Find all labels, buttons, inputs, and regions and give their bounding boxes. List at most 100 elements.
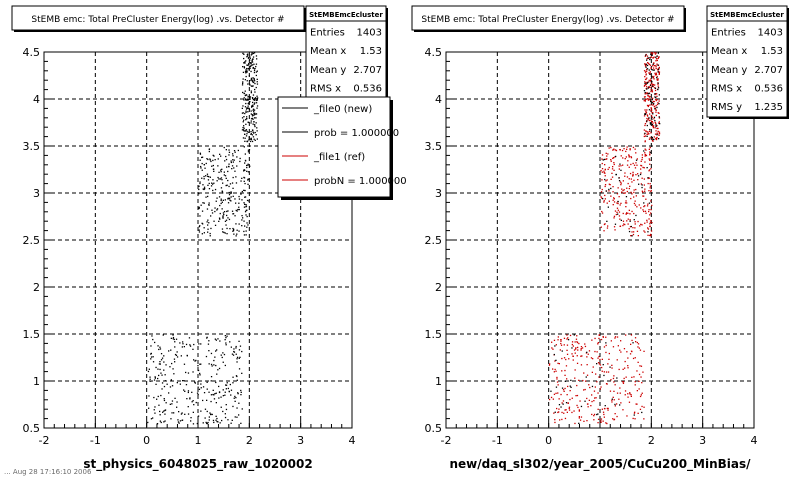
data-point (627, 367, 629, 369)
stats-label: RMS x (310, 83, 341, 94)
data-point (256, 138, 258, 140)
y-tick-label: 0.5 (23, 422, 41, 435)
data-point (593, 419, 595, 421)
data-point (256, 78, 258, 80)
data-point (622, 164, 624, 166)
data-point (646, 167, 648, 169)
data-point (614, 384, 616, 386)
data-point (594, 386, 596, 388)
data-point (624, 175, 626, 177)
data-point (606, 227, 609, 229)
data-point (251, 53, 253, 55)
data-point (241, 84, 244, 86)
data-point (213, 421, 215, 424)
data-point (657, 68, 659, 71)
data-point (631, 210, 633, 213)
data-point (243, 62, 245, 64)
data-point (649, 225, 651, 228)
data-point (631, 193, 633, 195)
data-point (243, 189, 245, 191)
data-point (579, 400, 581, 402)
data-point (628, 156, 630, 158)
data-point (252, 109, 254, 111)
data-point (648, 117, 650, 119)
data-point (255, 117, 257, 119)
data-point (200, 363, 202, 365)
data-point (227, 202, 230, 204)
data-point (576, 341, 578, 343)
data-point (640, 207, 642, 209)
data-point (251, 59, 253, 61)
data-point (651, 136, 653, 139)
data-point (232, 195, 234, 197)
data-point (251, 78, 253, 81)
data-point (203, 392, 206, 394)
data-point (217, 165, 219, 167)
data-point (656, 63, 658, 65)
data-point (218, 391, 221, 393)
data-point (208, 150, 210, 153)
data-point (564, 409, 566, 411)
data-point (604, 168, 606, 170)
data-point (247, 96, 249, 98)
data-point (610, 160, 612, 162)
data-point (248, 178, 250, 180)
data-point (635, 188, 637, 191)
data-point (201, 169, 203, 171)
data-point (254, 102, 256, 104)
data-point (637, 235, 639, 237)
data-point (190, 420, 192, 422)
data-point (603, 346, 606, 348)
data-point (637, 175, 640, 177)
data-point (154, 341, 156, 344)
data-point (198, 206, 200, 208)
data-point (230, 196, 232, 198)
data-point (638, 388, 640, 390)
data-point (174, 353, 177, 356)
data-point (641, 186, 643, 189)
data-point (571, 411, 573, 414)
data-point (555, 359, 557, 361)
data-point (649, 159, 651, 161)
data-point (652, 100, 654, 103)
data-point (618, 211, 621, 213)
data-point (220, 202, 222, 205)
data-point (252, 81, 254, 83)
data-point (149, 378, 151, 380)
data-point (218, 385, 220, 388)
data-point (236, 233, 238, 235)
data-point (230, 192, 232, 194)
data-point (252, 52, 254, 55)
data-point (236, 379, 238, 381)
data-point (222, 231, 224, 233)
data-point (645, 212, 647, 214)
data-point (640, 164, 642, 167)
data-point (247, 149, 250, 151)
data-point (650, 200, 652, 202)
data-point (208, 222, 210, 224)
data-point (645, 65, 647, 67)
data-point (206, 158, 208, 160)
data-point (203, 202, 205, 204)
data-point (578, 416, 580, 418)
data-point (234, 215, 236, 217)
data-point (206, 336, 208, 338)
data-point (207, 228, 209, 230)
data-point (600, 169, 602, 172)
data-point (656, 93, 658, 95)
data-point (227, 197, 229, 199)
data-point (223, 353, 226, 356)
data-point (562, 389, 565, 391)
data-point (233, 150, 236, 152)
data-point (233, 233, 235, 235)
data-point (151, 335, 153, 337)
data-point (558, 404, 561, 406)
data-point (236, 356, 239, 358)
data-point (650, 108, 653, 110)
data-point (215, 364, 217, 367)
data-point (213, 398, 216, 400)
data-point (253, 132, 255, 134)
data-point (226, 166, 228, 168)
data-point (618, 398, 620, 400)
data-point (566, 378, 568, 380)
